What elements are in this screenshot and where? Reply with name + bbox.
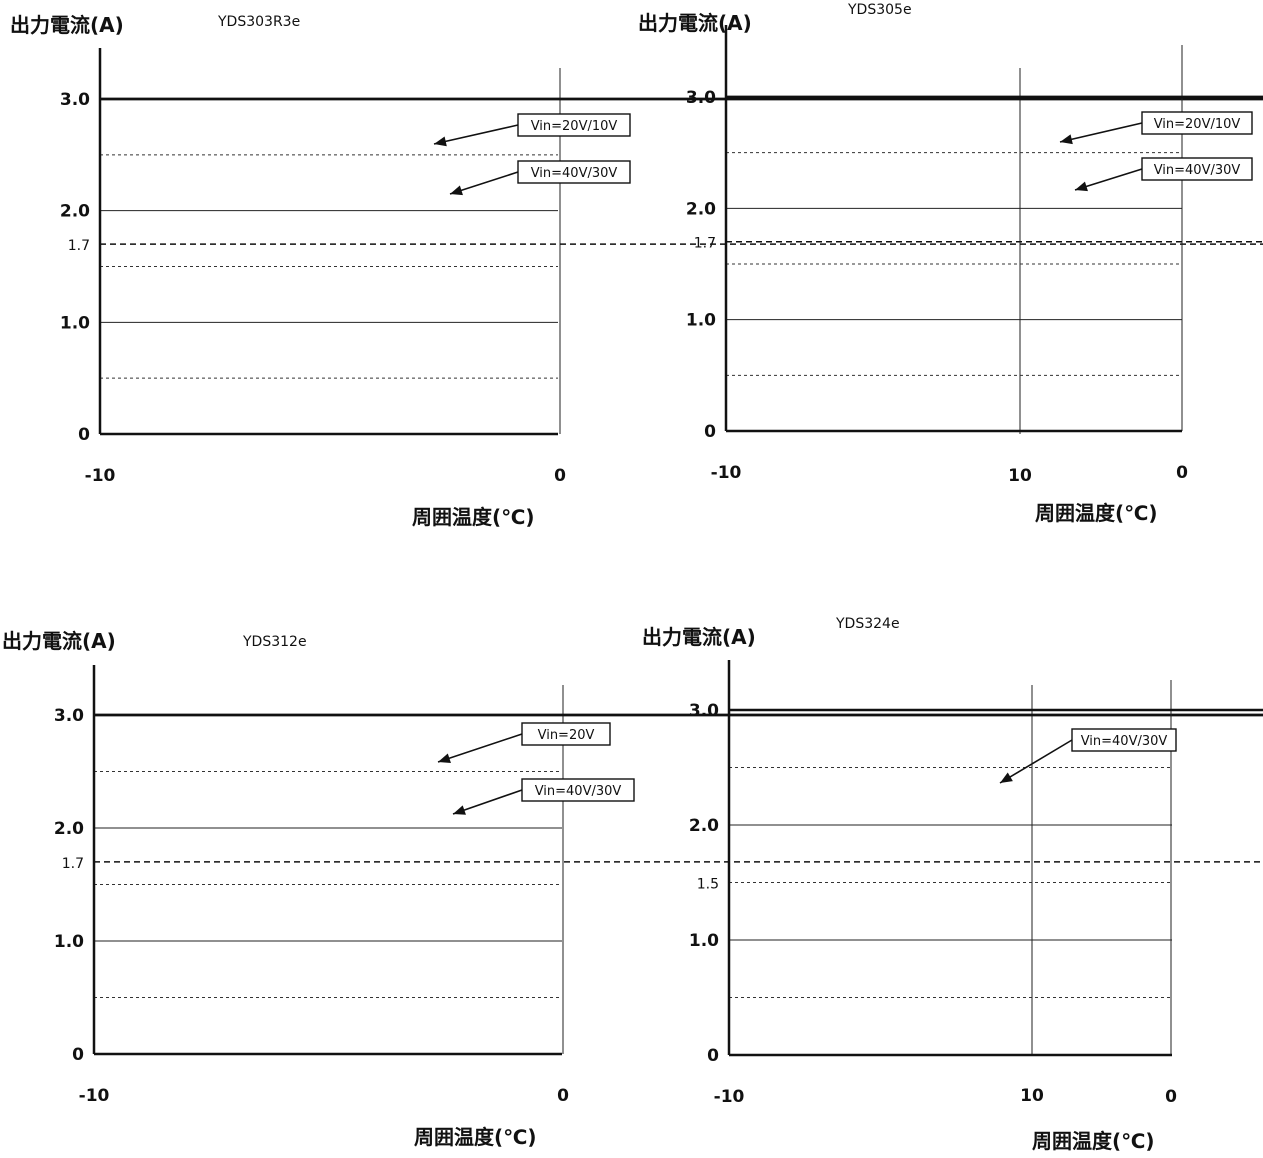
chart-panel-4: -100102030405060708001.01.52.03.0Vin=40V… [642, 616, 1263, 1153]
annotation-arrow [433, 124, 519, 145]
legend-label: Vin=20V [538, 728, 595, 743]
legend-label: Vin=40V/30V [1154, 163, 1241, 178]
annotation-arrow [437, 733, 523, 763]
y-tick-label: 1.7 [62, 856, 84, 872]
legend-label: Vin=20V/10V [1154, 117, 1241, 132]
legend-box [517, 113, 631, 137]
x-tick-label: -10 [714, 1087, 745, 1107]
arrowhead-icon [450, 185, 463, 196]
chart-panel-2: -100102030405060708001.01.72.03.0Vin=20V… [638, 2, 1263, 525]
y-tick-label: 2.0 [689, 816, 719, 836]
x-tick-label: -10 [85, 466, 116, 486]
y-axis-label: 出力電流(A) [10, 13, 124, 37]
arrowhead-icon [434, 136, 447, 147]
x-tick-label: 0 [1176, 463, 1188, 483]
series-line-2 [100, 97, 1263, 101]
y-tick-label: 1.0 [54, 932, 84, 952]
chart-panel-3: -100102030405060708001.01.72.03.0Vin=20V… [2, 629, 1263, 1149]
y-axis-label: 出力電流(A) [2, 629, 116, 653]
y-tick-label: 2.0 [54, 819, 84, 839]
arrowhead-icon [453, 805, 466, 815]
x-tick-label: 10 [1008, 466, 1032, 486]
x-tick-label: 0 [554, 466, 566, 486]
x-tick-label: 0 [1165, 1087, 1177, 1107]
chart-title: YDS312e [242, 634, 307, 650]
y-tick-label: 0 [72, 1045, 84, 1065]
x-axis-label: 周囲温度(℃) [1032, 1129, 1155, 1153]
legend-label: Vin=20V/10V [531, 119, 618, 134]
arrowhead-icon [438, 753, 451, 763]
x-axis-label: 周囲温度(℃) [1035, 501, 1158, 525]
x-tick-label: 0 [557, 1086, 569, 1106]
annotation-arrow [999, 739, 1073, 784]
legend-label: Vin=40V/30V [1081, 734, 1168, 749]
legend-box [1141, 157, 1253, 181]
y-tick-label: 1.0 [686, 311, 716, 331]
y-tick-label: 1.5 [697, 877, 719, 893]
chart-title: YDS324e [835, 616, 900, 632]
x-axis-label: 周囲温度(℃) [414, 1125, 537, 1149]
y-tick-label: 0 [707, 1046, 719, 1066]
annotation-arrow [452, 789, 523, 815]
x-tick-label: 10 [1020, 1086, 1044, 1106]
y-tick-label: 2.0 [60, 202, 90, 222]
y-tick-label: 3.0 [54, 706, 84, 726]
legend-box [517, 160, 631, 184]
legend-box [521, 778, 635, 802]
y-tick-label: 3.0 [689, 701, 719, 721]
y-tick-label: 1.0 [689, 931, 719, 951]
arrowhead-icon [1060, 134, 1073, 145]
y-tick-label: 3.0 [60, 90, 90, 110]
y-axis-label: 出力電流(A) [642, 625, 756, 649]
legend-box [1141, 111, 1253, 135]
y-tick-label: 1.0 [60, 313, 90, 333]
legend-box [521, 722, 611, 746]
x-tick-label: -10 [79, 1086, 110, 1106]
arrowhead-icon [1000, 772, 1013, 783]
x-axis-label: 周囲温度(℃) [412, 505, 535, 529]
arrowhead-icon [1075, 181, 1088, 192]
y-tick-label: 2.0 [686, 199, 716, 219]
y-tick-label: 3.0 [686, 88, 716, 108]
y-tick-label: 0 [704, 422, 716, 442]
chart-panel-1: -100102030405060708001.01.72.03.0Vin=20V… [10, 13, 1263, 529]
chart-title: YDS305e [847, 2, 912, 18]
y-tick-label: 0 [78, 425, 90, 445]
chart-title: YDS303R3e [217, 14, 300, 30]
legend-box [1071, 728, 1177, 752]
x-tick-label: -10 [711, 463, 742, 483]
y-axis-label: 出力電流(A) [638, 11, 752, 35]
y-tick-label: 1.7 [694, 236, 716, 252]
y-tick-label: 1.7 [68, 238, 90, 254]
legend-label: Vin=40V/30V [535, 784, 622, 799]
legend-label: Vin=40V/30V [531, 166, 618, 181]
annotation-arrow [1059, 122, 1143, 143]
